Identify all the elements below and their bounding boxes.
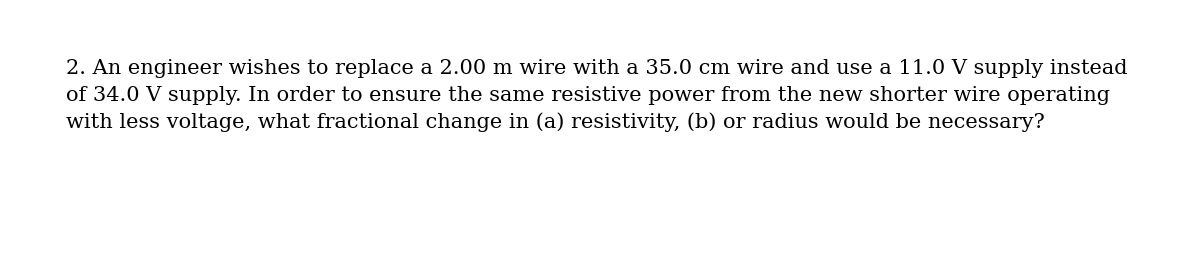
Text: 2. An engineer wishes to replace a 2.00 m wire with a 35.0 cm wire and use a 11.: 2. An engineer wishes to replace a 2.00 … bbox=[66, 59, 1128, 132]
